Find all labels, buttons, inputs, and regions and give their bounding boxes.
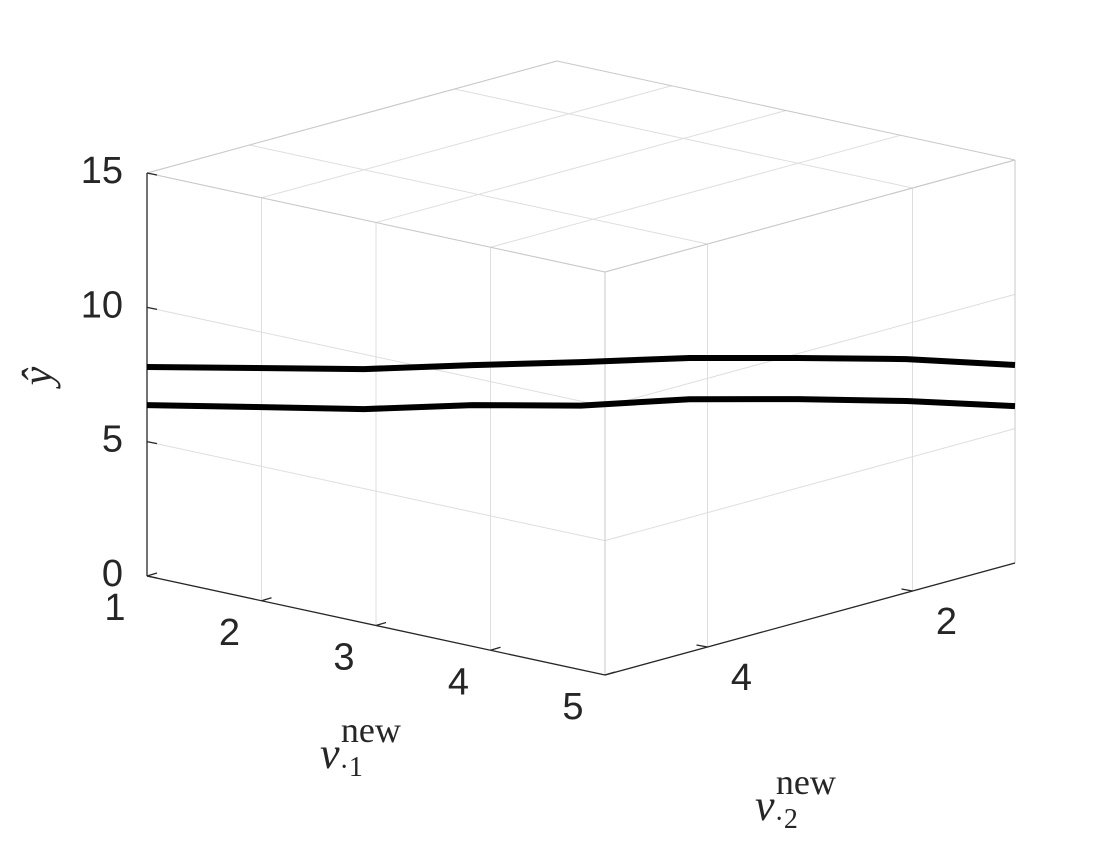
x-tick-label: 4: [448, 661, 469, 703]
tick-mark: [146, 575, 158, 579]
y-axis-label-sub: ·2: [775, 804, 798, 835]
z-tick-label: 15: [81, 150, 123, 192]
grid-line: [146, 441, 606, 542]
x-axis-label: v·1new: [320, 710, 401, 783]
tick-mark: [261, 597, 272, 602]
y-axis-label: v·2new: [755, 762, 836, 835]
box-edge: [556, 60, 1016, 161]
grid-line: [375, 110, 787, 223]
z-tick-label: 10: [81, 284, 123, 326]
tick-mark: [146, 572, 158, 577]
grid-line: [604, 428, 1016, 542]
y-tick-label: 4: [731, 657, 752, 699]
box-edge: [146, 60, 558, 174]
grid-line: [261, 85, 672, 199]
grid-line: [604, 293, 1016, 407]
x-tick-label: 3: [333, 637, 354, 679]
x-axis-label-sub: ·1: [340, 752, 363, 783]
z-tick-label: 5: [102, 419, 123, 461]
box-edge: [604, 159, 1016, 273]
x-tick-label: 1: [104, 587, 125, 629]
z-tick-label: 0: [102, 553, 123, 595]
x-axis-label-sup: new: [341, 710, 401, 750]
x-axis-label-base: v: [320, 729, 340, 778]
tick-mark: [146, 306, 158, 310]
tick-mark: [901, 588, 913, 592]
z-axis-label: ŷ: [16, 366, 62, 389]
grid-line: [490, 134, 901, 248]
grid-line: [146, 306, 606, 407]
y-tick-label: 2: [936, 601, 957, 643]
tick-mark: [696, 644, 708, 648]
y-axis: [604, 562, 1016, 676]
y-axis-label-sup: new: [776, 762, 836, 802]
box-edge: [146, 172, 606, 273]
grid-line: [249, 144, 708, 245]
surface-ribbon: [146, 396, 1016, 413]
tick-mark: [604, 671, 616, 676]
grid-line: [454, 88, 913, 189]
tick-mark: [146, 172, 158, 176]
y-axis-label-base: v: [755, 781, 775, 830]
tick-mark: [490, 646, 501, 651]
tick-mark: [375, 621, 387, 627]
x-tick-label: 5: [562, 686, 583, 728]
tick-mark: [146, 441, 158, 445]
surface-ribbon: [146, 355, 1016, 373]
x-tick-label: 2: [219, 612, 240, 654]
